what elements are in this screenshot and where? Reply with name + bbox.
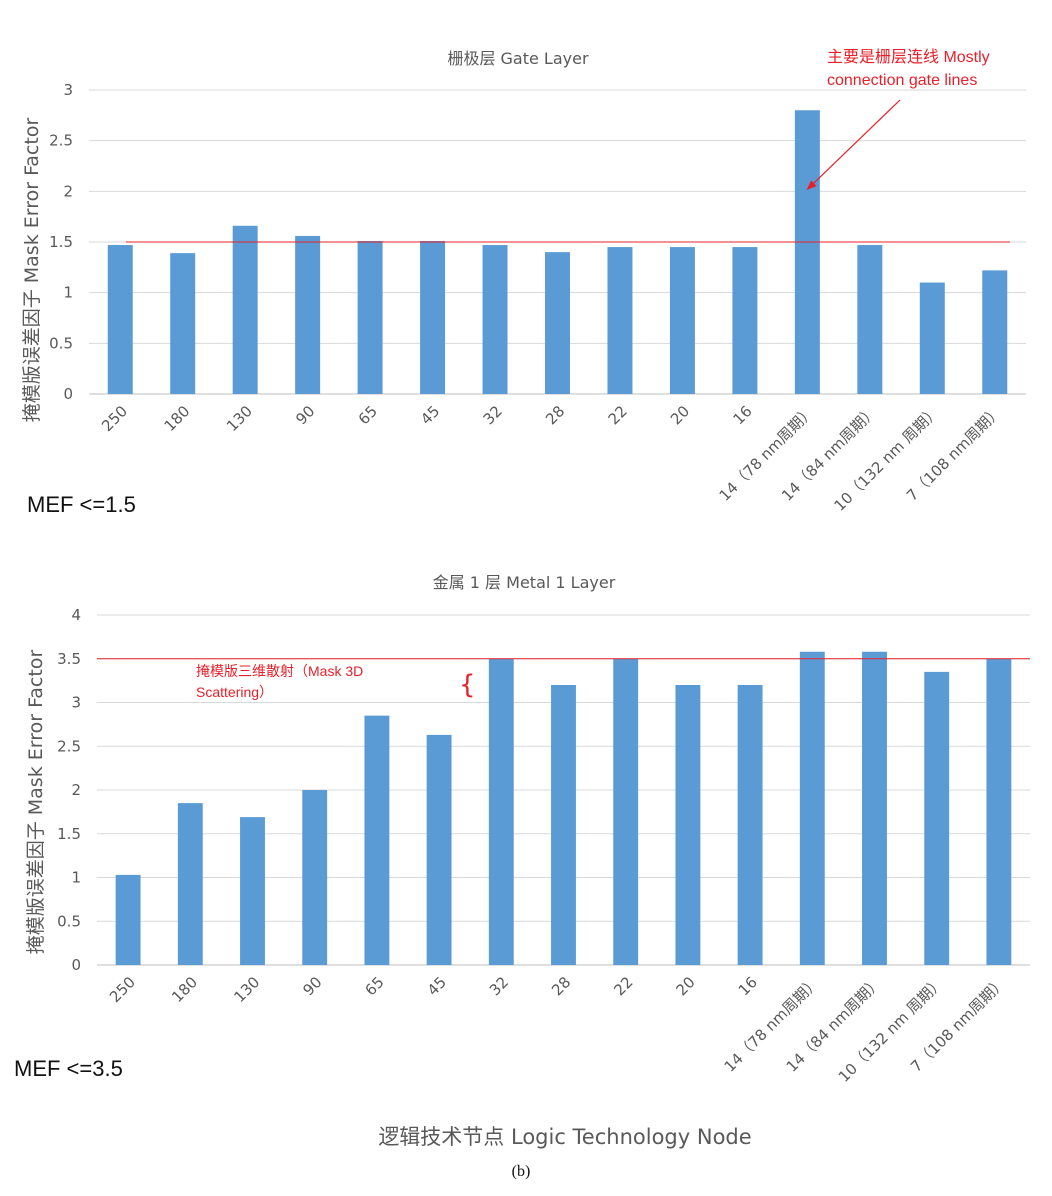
metal-bar [177, 803, 203, 965]
metal-bar [240, 817, 265, 965]
gate-x-tick-label: 90 [292, 402, 318, 428]
metal-y-tick-label: 3 [71, 694, 81, 712]
gate-x-tick-label: 250 [98, 402, 131, 435]
metal-bar [551, 685, 576, 965]
metal-x-tick-label: 10（132 nm 周期） [835, 973, 948, 1086]
metal-y-tick-label: 0 [71, 956, 81, 974]
metal-y-tick-label: 3.5 [57, 650, 81, 668]
metal-x-tick-label: 32 [486, 973, 512, 999]
metal-annotation-line-1: 掩模版三维散射（Mask 3D [196, 663, 363, 679]
metal-x-tick-label: 90 [299, 973, 325, 999]
metal-y-tick-labels: 0 0.5 1 1.5 2 2.5 3 3.5 4 [57, 606, 81, 974]
gate-y-tick-label: 1 [63, 284, 73, 302]
metal-x-tick-label: 180 [168, 973, 201, 1006]
metal-bar [488, 658, 514, 965]
metal-bar [924, 671, 950, 965]
gate-y-tick-labels: 0 0.5 1 1.5 2 2.5 3 [49, 81, 73, 403]
metal-x-tick-label: 130 [230, 973, 263, 1006]
metal-x-tick-label: 250 [106, 973, 139, 1006]
gate-bar [732, 247, 758, 394]
gate-annotation-line-2: connection gate lines [827, 72, 977, 89]
gate-bar [545, 252, 570, 394]
metal-annotation-brace: { [459, 670, 476, 700]
gate-mef-label: MEF <=1.5 [27, 492, 136, 517]
metal-bar [986, 658, 1012, 965]
metal-annotation-line-2: Scattering） [196, 684, 273, 700]
gate-x-tick-label: 20 [667, 402, 693, 428]
gate-annotation-line-1: 主要是栅层连线 Mostly [827, 48, 990, 66]
gate-bar [107, 245, 133, 394]
gate-chart-title: 栅极层 Gate Layer [447, 49, 589, 68]
metal-bar [426, 734, 452, 965]
metal-mef-label: MEF <=3.5 [14, 1056, 123, 1081]
gate-annotation-arrow [806, 99, 901, 191]
gate-bar [170, 253, 196, 394]
metal-x-tick-label: 22 [610, 973, 636, 999]
metal-bar [862, 651, 887, 965]
gate-bar [982, 270, 1008, 394]
metal-x-tick-label: 65 [361, 973, 387, 999]
metal-bar [302, 790, 328, 965]
gate-x-tick-label: 130 [223, 402, 256, 435]
gate-x-tick-label: 32 [480, 402, 506, 428]
panel-label: (b) [512, 1163, 531, 1180]
gate-x-tick-label: 28 [542, 402, 568, 428]
gate-y-tick-label: 0.5 [49, 334, 73, 352]
gate-x-tick-label: 180 [161, 402, 194, 435]
metal-chart-title: 金属 1 层 Metal 1 Layer [433, 573, 616, 592]
metal-y-tick-label: 4 [71, 606, 81, 624]
x-axis-caption: 逻辑技术节点 Logic Technology Node [378, 1125, 751, 1149]
metal-y-tick-label: 2 [71, 781, 81, 799]
gate-bar [295, 235, 321, 394]
metal-bars [115, 651, 1012, 965]
metal-x-tick-label: 20 [672, 973, 698, 999]
gate-y-tick-label: 1.5 [49, 233, 73, 251]
gate-bar [607, 247, 633, 394]
gate-y-tick-label: 0 [63, 385, 73, 403]
metal-y-tick-label: 1 [71, 869, 81, 887]
metal1-layer-chart: 金属 1 层 Metal 1 Layer 掩模版误差因子 Mask Error … [14, 573, 1030, 1086]
gate-bar [794, 110, 820, 395]
gate-bar [482, 245, 508, 394]
metal-y-axis-label: 掩模版误差因子 Mask Error Factor [25, 650, 47, 955]
gate-y-tick-label: 2 [63, 182, 73, 200]
gate-x-tick-label: 65 [355, 402, 381, 428]
gate-bar [357, 240, 383, 394]
metal-x-tick-label: 28 [548, 973, 574, 999]
gate-x-tick-label: 45 [417, 402, 443, 428]
metal-bar [364, 715, 390, 965]
gate-y-axis-label: 掩模版误差因子 Mask Error Factor [21, 118, 43, 423]
gate-x-tick-label: 10（132 nm 周期） [830, 402, 943, 515]
gate-bar [857, 245, 883, 394]
metal-x-tick-label: 16 [735, 973, 761, 999]
gate-x-tick-label: 22 [605, 402, 631, 428]
metal-y-tick-label: 1.5 [57, 825, 81, 843]
metal-bar [115, 874, 141, 965]
gate-bar [669, 247, 695, 394]
gate-bar [420, 240, 446, 394]
gate-x-tick-label: 16 [729, 402, 755, 428]
metal-bar [799, 651, 825, 965]
metal-x-tick-label: 45 [424, 973, 450, 999]
gate-y-tick-label: 3 [63, 81, 73, 99]
metal-bar [613, 658, 639, 965]
metal-y-tick-label: 2.5 [57, 737, 81, 755]
gate-bars [107, 110, 1008, 395]
metal-bar [675, 685, 701, 965]
gate-bar [232, 225, 258, 394]
metal-bar [737, 685, 763, 965]
gate-y-tick-label: 2.5 [49, 132, 73, 150]
gate-layer-chart: 栅极层 Gate Layer 掩模版误差因子 Mask Error Factor… [21, 48, 1026, 517]
gate-bar [919, 282, 945, 394]
metal-y-tick-label: 0.5 [57, 912, 81, 930]
